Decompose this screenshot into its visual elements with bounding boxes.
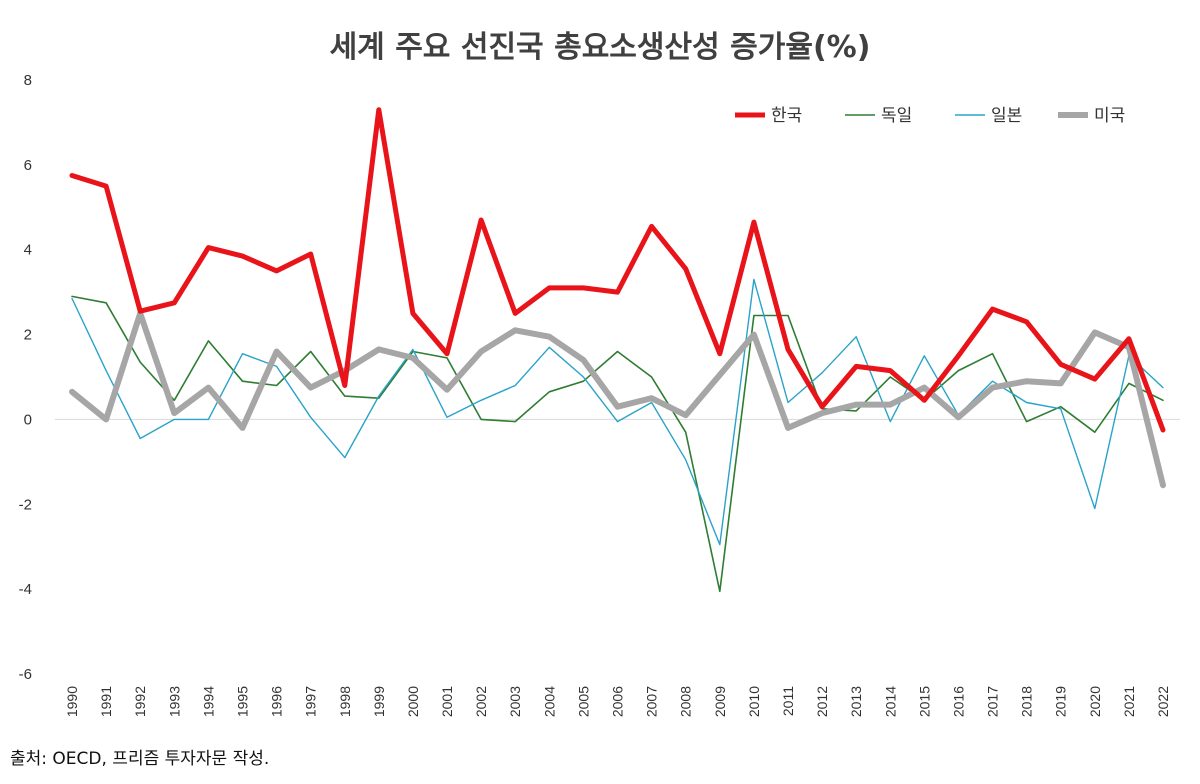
x-tick-label: 2010 [746, 686, 762, 717]
source-note: 출처: OECD, 프리즘 투자자문 작성. [10, 749, 270, 769]
x-tick-label: 2006 [610, 686, 626, 717]
legend: 한국 독일 일본 미국 [735, 106, 1125, 126]
legend-label: 독일 [881, 106, 912, 126]
y-axis-ticks: -6 -4 -2 0 2 4 6 8 [19, 72, 32, 683]
series-lines [69, 107, 1166, 593]
chart-title: 세계 주요 선진국 총요소생산성 증가율(%) [329, 30, 871, 65]
x-tick-label: 2016 [950, 686, 966, 717]
x-tick-label: 2008 [678, 686, 694, 717]
series-line-한국 [69, 107, 1166, 433]
x-tick-label: 1998 [337, 686, 353, 717]
x-tick-label: 2012 [814, 686, 830, 717]
x-tick-label: 2013 [848, 686, 864, 717]
series-line-독일 [71, 295, 1164, 593]
x-tick-label: 2022 [1155, 686, 1171, 717]
y-tick-label: -4 [19, 581, 32, 598]
series-line-미국 [69, 310, 1166, 489]
x-tick-label: 1999 [371, 686, 387, 717]
x-tick-label: 2002 [473, 686, 489, 717]
x-tick-label: 1992 [132, 686, 148, 717]
y-tick-label: 8 [24, 72, 32, 89]
legend-label: 일본 [991, 106, 1022, 126]
x-tick-label: 2004 [541, 686, 557, 717]
x-tick-label: 2001 [439, 686, 455, 717]
legend-label: 미국 [1094, 106, 1125, 126]
y-tick-label: -6 [19, 666, 32, 683]
x-tick-label: 2003 [507, 686, 523, 717]
y-tick-label: -2 [19, 496, 32, 513]
x-tick-label: 2020 [1087, 686, 1103, 717]
x-axis-ticks: 1990 1991 1992 1993 1994 1995 1996 1997 1998 1999… [64, 686, 1171, 717]
x-tick-label: 2017 [985, 686, 1001, 717]
x-tick-label: 2015 [916, 686, 932, 717]
x-tick-label: 1996 [269, 686, 285, 717]
x-tick-label: 1991 [98, 686, 114, 717]
y-tick-label: 2 [24, 327, 32, 344]
x-tick-label: 2014 [882, 686, 898, 717]
x-tick-label: 1997 [303, 686, 319, 717]
series-line-일본 [71, 278, 1164, 546]
y-tick-label: 6 [24, 157, 32, 174]
x-tick-label: 1994 [200, 686, 216, 717]
y-tick-label: 4 [24, 242, 32, 259]
x-tick-label: 2007 [644, 686, 660, 717]
x-tick-label: 2019 [1053, 686, 1069, 717]
x-tick-label: 2000 [405, 686, 421, 717]
x-tick-label: 2011 [780, 686, 796, 716]
x-tick-label: 2005 [575, 686, 591, 717]
x-tick-label: 1993 [166, 686, 182, 717]
x-tick-label: 2009 [712, 686, 728, 717]
x-tick-label: 1995 [235, 686, 251, 717]
y-tick-label: 0 [24, 411, 32, 428]
x-tick-label: 1990 [64, 686, 80, 717]
x-tick-label: 2018 [1019, 686, 1035, 717]
x-tick-label: 2021 [1121, 686, 1137, 717]
legend-label: 한국 [771, 106, 802, 126]
